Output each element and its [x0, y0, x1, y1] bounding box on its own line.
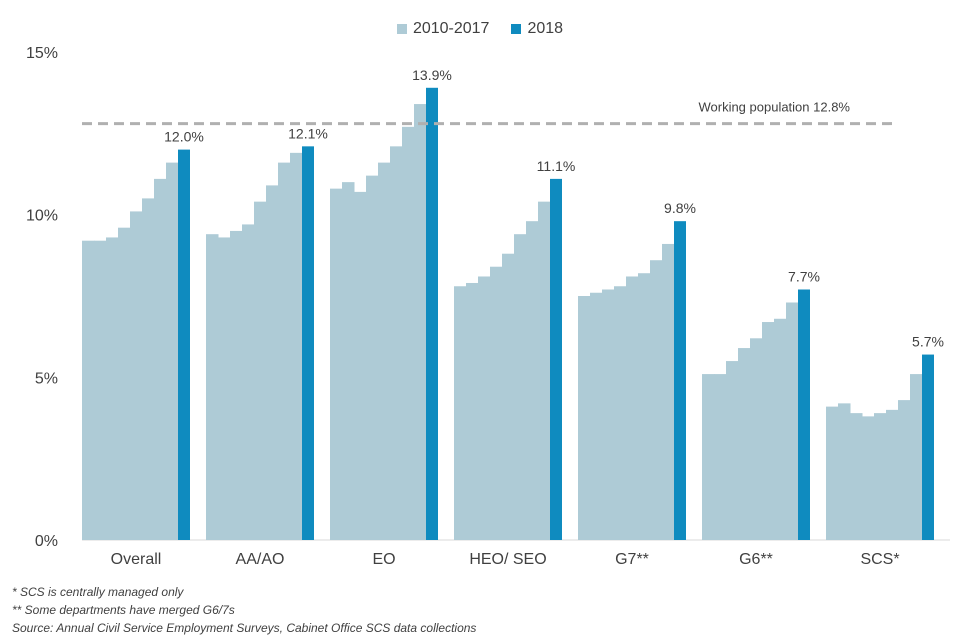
data-label-2018: 5.7% [912, 334, 944, 350]
x-tick-label: HEO/ SEO [469, 551, 546, 568]
legend-swatch-current [511, 24, 522, 34]
bar-2010-2017 [614, 286, 627, 540]
bar-2018 [550, 178, 562, 540]
chart-legend: 2010-2017 2018 [0, 20, 960, 38]
footnote-scs: * SCS is centrally managed only [12, 585, 184, 599]
bar-2010-2017 [786, 302, 799, 540]
bar-2010-2017 [502, 253, 515, 540]
bar-chart: 0% 5% 10% 15% 12.0% Overall 12.1% AA/AO 13.9% EO 1… [26, 45, 950, 568]
bar-2010-2017 [514, 234, 527, 541]
bar-2010-2017 [826, 406, 839, 540]
bar-2010-2017 [342, 182, 355, 540]
bar-2010-2017 [206, 234, 219, 541]
bar-2010-2017 [118, 227, 131, 540]
legend-label-current: 2018 [527, 20, 564, 37]
x-tick-label: G7** [615, 551, 649, 568]
bar-2010-2017 [330, 188, 343, 540]
bar-2018 [798, 289, 810, 540]
bar-2018 [426, 87, 438, 540]
x-tick-label: Overall [111, 551, 162, 568]
bar-2010-2017 [366, 175, 379, 541]
bar-2010-2017 [378, 162, 391, 540]
bar-2010-2017 [774, 318, 787, 540]
bar-2018 [922, 354, 934, 540]
bar-2010-2017 [526, 221, 539, 540]
x-tick-label: G6** [739, 551, 773, 568]
bar-2010-2017 [626, 276, 639, 540]
data-label-2018: 11.1% [537, 158, 576, 174]
legend-swatch-historic [396, 24, 407, 34]
bar-2010-2017 [602, 289, 615, 540]
data-label-2018: 9.8% [664, 200, 696, 216]
bar-2010-2017 [94, 240, 107, 540]
bar-2010-2017 [838, 403, 851, 540]
x-tick-label: AA/AO [236, 551, 285, 568]
bar-2010-2017 [466, 282, 479, 540]
bar-2010-2017 [154, 178, 167, 540]
bar-2010-2017 [578, 296, 591, 540]
bar-2010-2017 [254, 201, 267, 541]
x-tick-label: SCS* [860, 551, 899, 568]
bar-2010-2017 [590, 292, 603, 540]
bar-2010-2017 [414, 104, 427, 540]
y-tick-label: 10% [26, 208, 58, 225]
footnote-source: Source: Annual Civil Service Employment … [12, 621, 477, 635]
bar-2010-2017 [910, 374, 923, 540]
bar-2010-2017 [850, 413, 863, 540]
bar-2010-2017 [862, 416, 875, 540]
reference-line-label: Working population 12.8% [698, 100, 850, 115]
bar-2010-2017 [726, 361, 739, 540]
bar-2018 [178, 149, 190, 540]
legend-item-2018: 2018 [511, 20, 563, 38]
bar-2010-2017 [886, 409, 899, 540]
bar-2010-2017 [230, 230, 243, 540]
footnotes: * SCS is centrally managed only ** Some … [12, 583, 476, 637]
bar-2010-2017 [266, 185, 279, 541]
bar-2018 [302, 146, 314, 540]
bar-2010-2017 [390, 146, 403, 540]
footnote-g6-g7: ** Some departments have merged G6/7s [12, 603, 235, 617]
bar-2010-2017 [702, 374, 715, 540]
bar-2010-2017 [166, 162, 179, 540]
bar-2010-2017 [290, 152, 303, 540]
x-tick-label: EO [372, 551, 395, 568]
bar-2010-2017 [714, 374, 727, 540]
bar-2010-2017 [354, 191, 367, 541]
data-label-2018: 7.7% [788, 268, 820, 284]
bar-2010-2017 [82, 240, 95, 540]
bar-2010-2017 [454, 286, 467, 540]
bar-2010-2017 [650, 260, 663, 540]
bar-2010-2017 [242, 224, 255, 540]
bar-2010-2017 [662, 243, 675, 541]
bar-2010-2017 [898, 400, 911, 540]
legend-item-2010-2017: 2010-2017 [396, 20, 490, 38]
bar-2010-2017 [478, 276, 491, 540]
legend-label-historic: 2010-2017 [412, 20, 490, 37]
bar-2010-2017 [874, 413, 887, 540]
bar-2010-2017 [278, 162, 291, 540]
bar-2018 [674, 221, 686, 540]
bar-2010-2017 [638, 273, 651, 540]
bar-2010-2017 [130, 211, 143, 540]
y-tick-label: 0% [35, 533, 58, 550]
bar-2010-2017 [106, 237, 119, 540]
data-label-2018: 13.9% [412, 67, 452, 83]
y-tick-label: 5% [35, 370, 58, 387]
data-label-2018: 12.0% [164, 129, 204, 145]
bar-2010-2017 [762, 322, 775, 540]
bar-2010-2017 [490, 266, 503, 540]
bar-2010-2017 [538, 201, 551, 541]
bar-2010-2017 [402, 126, 415, 541]
y-tick-label: 15% [26, 45, 58, 62]
bar-2010-2017 [142, 198, 155, 540]
data-label-2018: 12.1% [288, 125, 328, 141]
bar-2010-2017 [218, 237, 231, 540]
bar-2010-2017 [738, 348, 751, 540]
bar-2010-2017 [750, 338, 763, 540]
